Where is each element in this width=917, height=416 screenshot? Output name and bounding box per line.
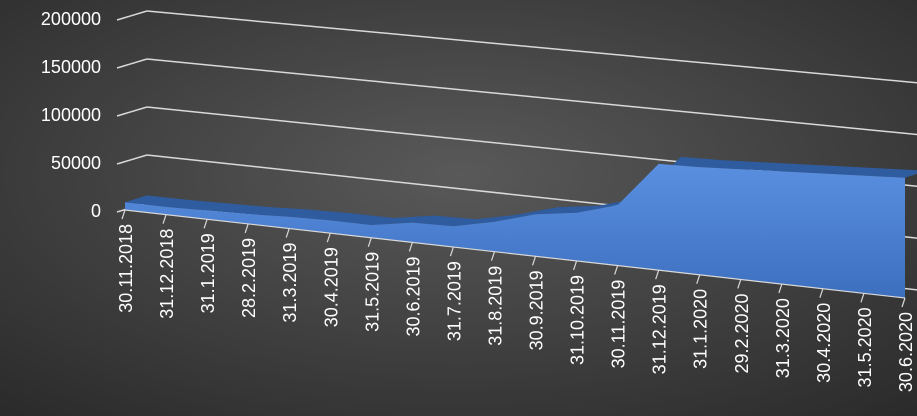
x-tick-mark [367, 237, 372, 247]
y-tick-label: 0 [91, 201, 101, 221]
x-tick-label: 31.1.2020 [691, 289, 711, 369]
x-tick-mark [614, 265, 619, 275]
x-tick-label: 30.6.2019 [403, 256, 423, 336]
x-tick-label: 30.11.2018 [116, 224, 136, 313]
x-tick-mark [531, 256, 537, 266]
x-tick-mark [203, 219, 208, 229]
y-tick-label: 50000 [51, 153, 101, 173]
x-tick-mark [244, 223, 249, 234]
x-tick-mark [162, 214, 167, 224]
gridline-depth-edge [116, 106, 148, 117]
x-tick-mark [819, 288, 824, 298]
x-axis-labels: 30.11.2018 31.12.2018 31.1.2019 28.2.2019 31… [116, 209, 916, 392]
x-tick-label: 31.8.2019 [485, 266, 505, 346]
x-tick-label: 30.9.2019 [527, 270, 547, 350]
gridline [146, 58, 917, 136]
x-tick-mark [408, 242, 413, 252]
x-tick-label: 28.2.2019 [239, 238, 259, 318]
x-tick-mark [860, 293, 865, 303]
x-tick-label: 30.11.2019 [609, 280, 629, 369]
x-tick-label: 31.7.2019 [444, 261, 464, 341]
x-tick-mark [285, 228, 290, 238]
x-tick-label: 30.4.2020 [814, 303, 834, 383]
gridline-depth-edge [116, 58, 148, 69]
gridline-depth-edge [116, 154, 148, 165]
x-tick-label: 31.5.2020 [855, 307, 875, 387]
x-tick-mark [121, 209, 126, 220]
x-tick-label: 29.2.2020 [732, 293, 752, 373]
x-tick-label: 30.6.2020 [896, 312, 916, 392]
area-front-face [125, 163, 905, 298]
series-area [124, 156, 917, 299]
gridline [146, 10, 917, 84]
x-tick-label: 31.12.2018 [157, 229, 177, 319]
y-tick-label: 100000 [41, 105, 101, 125]
x-tick-mark [696, 274, 701, 285]
y-tick-label: 150000 [41, 57, 101, 77]
gridline-depth-edge [116, 10, 148, 21]
x-tick-mark [490, 251, 496, 261]
x-tick-label: 31.10.2019 [568, 275, 588, 365]
x-tick-label: 31.3.2020 [773, 298, 793, 378]
x-tick-mark [901, 297, 906, 308]
x-tick-label: 31.12.2019 [650, 284, 670, 374]
x-tick-mark [326, 232, 331, 243]
x-tick-mark [737, 279, 742, 289]
x-tick-mark [655, 270, 660, 280]
y-axis-labels: 200000 150000 100000 50000 0 [41, 9, 101, 221]
x-tick-label: 30.4.2019 [321, 247, 341, 327]
x-axis-line [124, 209, 906, 299]
x-tick-label: 31.1.2019 [198, 233, 218, 313]
x-tick-mark [449, 246, 454, 257]
x-tick-mark [573, 260, 578, 271]
x-tick-label: 31.3.2019 [280, 243, 300, 323]
y-tick-label: 200000 [41, 9, 101, 29]
x-tick-label: 31.5.2019 [362, 252, 382, 332]
x-tick-mark [778, 283, 783, 294]
